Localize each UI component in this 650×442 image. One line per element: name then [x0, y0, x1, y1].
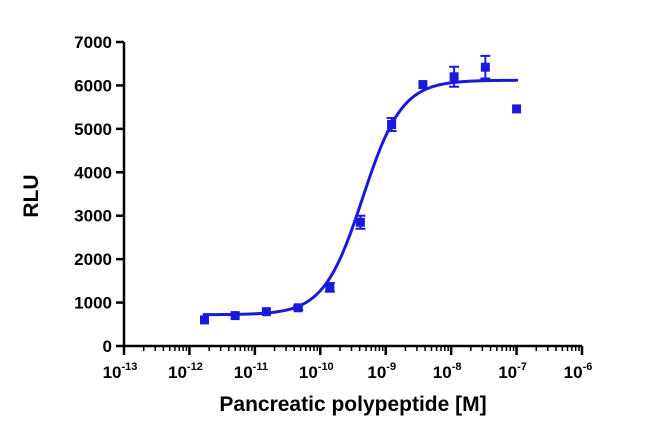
point-marker — [387, 120, 397, 130]
y-tick-label: 1000 — [74, 294, 112, 313]
x-tick-label: 10-10 — [299, 361, 334, 382]
point-marker — [355, 217, 365, 227]
x-tick-label: 10-9 — [367, 361, 396, 382]
data-point — [261, 307, 271, 317]
y-tick-label: 0 — [103, 337, 112, 356]
point-marker — [230, 311, 240, 321]
data-point — [480, 54, 491, 80]
data-point — [512, 104, 522, 114]
point-marker — [293, 303, 303, 313]
y-tick-label: 4000 — [74, 163, 112, 182]
fit-curve — [202, 78, 518, 317]
data-point — [200, 315, 210, 325]
y-tick-label: 2000 — [74, 250, 112, 269]
data-point — [418, 80, 428, 90]
data-points — [200, 54, 522, 325]
point-marker — [512, 104, 522, 114]
data-point — [324, 282, 335, 293]
point-marker — [261, 307, 271, 317]
point-marker — [200, 315, 210, 325]
point-marker — [325, 282, 335, 292]
x-tick-label: 10-11 — [234, 361, 268, 382]
data-point — [449, 65, 460, 88]
point-marker — [449, 72, 459, 82]
x-tick-label: 10-13 — [103, 361, 138, 382]
x-axis-title: Pancreatic polypeptide [M] — [219, 393, 486, 416]
x-axis-ticks: 10-13 10-12 10-11 10-10 10-9 10-8 10-7 10-6 — [103, 346, 593, 382]
y-tick-label: 7000 — [74, 33, 112, 52]
x-tick-label: 10-12 — [168, 361, 203, 382]
point-marker — [418, 80, 428, 90]
y-tick-label: 6000 — [74, 76, 112, 95]
y-axis-ticks: 0 1000 2000 3000 4000 5000 6000 7000 — [74, 33, 124, 356]
axes — [122, 42, 582, 348]
y-tick-label: 3000 — [74, 207, 112, 226]
x-tick-label: 10-7 — [498, 361, 527, 382]
point-marker — [480, 62, 490, 72]
data-point — [355, 214, 366, 230]
data-point — [386, 117, 397, 133]
y-tick-label: 5000 — [74, 120, 112, 139]
x-tick-label: 10-6 — [564, 361, 593, 382]
y-axis-title: RLU — [20, 174, 43, 217]
data-point — [230, 311, 240, 321]
data-point — [293, 303, 304, 313]
x-tick-label: 10-8 — [433, 361, 462, 382]
